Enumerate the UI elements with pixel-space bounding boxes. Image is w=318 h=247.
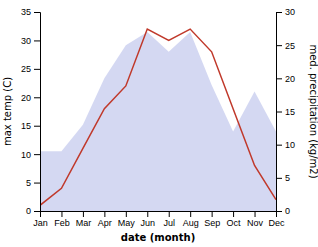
tick-mark: [34, 154, 40, 155]
tick: Feb: [54, 211, 70, 228]
tick-mark: [276, 12, 282, 13]
tick-label: Mar: [76, 218, 92, 228]
tick-mark: [34, 69, 40, 70]
tick-mark: [126, 211, 127, 217]
x-axis-title: date (month): [121, 232, 195, 243]
tick: 5: [276, 173, 290, 183]
tick-mark: [276, 178, 282, 179]
tick: 5: [26, 178, 40, 188]
tick-mark: [233, 211, 234, 217]
tick-mark: [61, 211, 62, 217]
tick-label: 25: [285, 41, 295, 51]
tick-label: 15: [21, 121, 31, 131]
tick-label: 15: [285, 107, 295, 117]
tick: Dec: [268, 211, 285, 228]
tick: Jun: [141, 211, 156, 228]
tick: May: [118, 211, 136, 228]
precipitation-area: [40, 32, 276, 211]
tick: 0: [276, 206, 290, 216]
tick-label: Sep: [204, 218, 220, 228]
tick: Oct: [227, 211, 242, 228]
tick-mark: [276, 145, 282, 146]
axis-line: [277, 13, 283, 212]
axis-line: [34, 13, 41, 212]
tick-label: 25: [21, 64, 31, 74]
tick: 35: [21, 7, 40, 17]
tick: 25: [21, 64, 40, 74]
tick-label: 5: [26, 178, 31, 188]
tick: Apr: [98, 211, 112, 228]
tick-mark: [104, 211, 105, 217]
tick-label: 0: [26, 206, 31, 216]
y2-axis-title: med. precipitation (kg/m2): [308, 44, 318, 178]
tick-mark: [276, 211, 282, 212]
temperature-line: [40, 29, 276, 205]
tick-label: Aug: [183, 218, 199, 228]
tick-mark: [212, 211, 213, 217]
tick-label: Feb: [54, 218, 70, 228]
tick-label: Oct: [227, 218, 242, 228]
tick: Sep: [204, 211, 220, 228]
tick: Mar: [76, 211, 92, 228]
tick: Jan: [33, 211, 48, 228]
tick-mark: [34, 183, 40, 184]
tick-label: Nov: [247, 218, 264, 228]
tick-label: May: [118, 218, 136, 228]
tick-label: Jul: [163, 218, 175, 228]
marks: [40, 29, 276, 211]
tick-mark: [190, 211, 191, 217]
tick-mark: [169, 211, 170, 217]
tick-mark: [34, 40, 40, 41]
tick: 30: [21, 36, 40, 46]
tick-label: 10: [21, 150, 31, 160]
tick: Nov: [247, 211, 264, 228]
tick-label: 30: [21, 36, 31, 46]
y2-axis: 0 5 10 15 20 25 30: [276, 7, 295, 216]
tick-mark: [34, 211, 40, 212]
tick: 10: [21, 150, 40, 160]
tick-label: Jan: [33, 218, 48, 228]
tick-label: 0: [285, 206, 290, 216]
tick: 0: [26, 206, 40, 216]
tick-label: 5: [285, 173, 290, 183]
tick: 20: [21, 93, 40, 103]
tick: Aug: [183, 211, 199, 228]
tick: 25: [276, 41, 295, 51]
y-axis-title: max temp (C): [2, 77, 13, 146]
tick-mark: [255, 211, 256, 217]
tick-label: 10: [285, 140, 295, 150]
tick-mark: [147, 211, 148, 217]
tick: 20: [276, 74, 295, 84]
tick-mark: [83, 211, 84, 217]
tick-mark: [276, 112, 282, 113]
tick-label: 35: [21, 7, 31, 17]
tick-mark: [34, 126, 40, 127]
tick-label: 20: [285, 74, 295, 84]
tick-mark: [276, 45, 282, 46]
tick-label: 20: [21, 93, 31, 103]
y-axis: 0 5 10 15 20 25 30 35: [21, 7, 41, 216]
tick-label: Dec: [268, 218, 285, 228]
tick: 10: [276, 140, 295, 150]
plot-area: JanFebMarAprMayJunJulAugSepOctNovDec0510…: [21, 7, 295, 228]
tick-mark: [34, 12, 40, 13]
chart: JanFebMarAprMayJunJulAugSepOctNovDec0510…: [0, 0, 318, 247]
x-axis: Jan Feb Mar Apr May Jun Jul Aug Sep Oct Nov Dec: [33, 211, 285, 228]
tick-mark: [276, 78, 282, 79]
tick-label: Apr: [98, 218, 112, 228]
axis-line: [41, 212, 277, 218]
tick-mark: [34, 97, 40, 98]
tick-label: 30: [285, 7, 295, 17]
tick-label: Jun: [141, 218, 156, 228]
tick: 15: [276, 107, 295, 117]
tick: Jul: [163, 211, 175, 228]
tick: 30: [276, 7, 295, 17]
tick: 15: [21, 121, 40, 131]
